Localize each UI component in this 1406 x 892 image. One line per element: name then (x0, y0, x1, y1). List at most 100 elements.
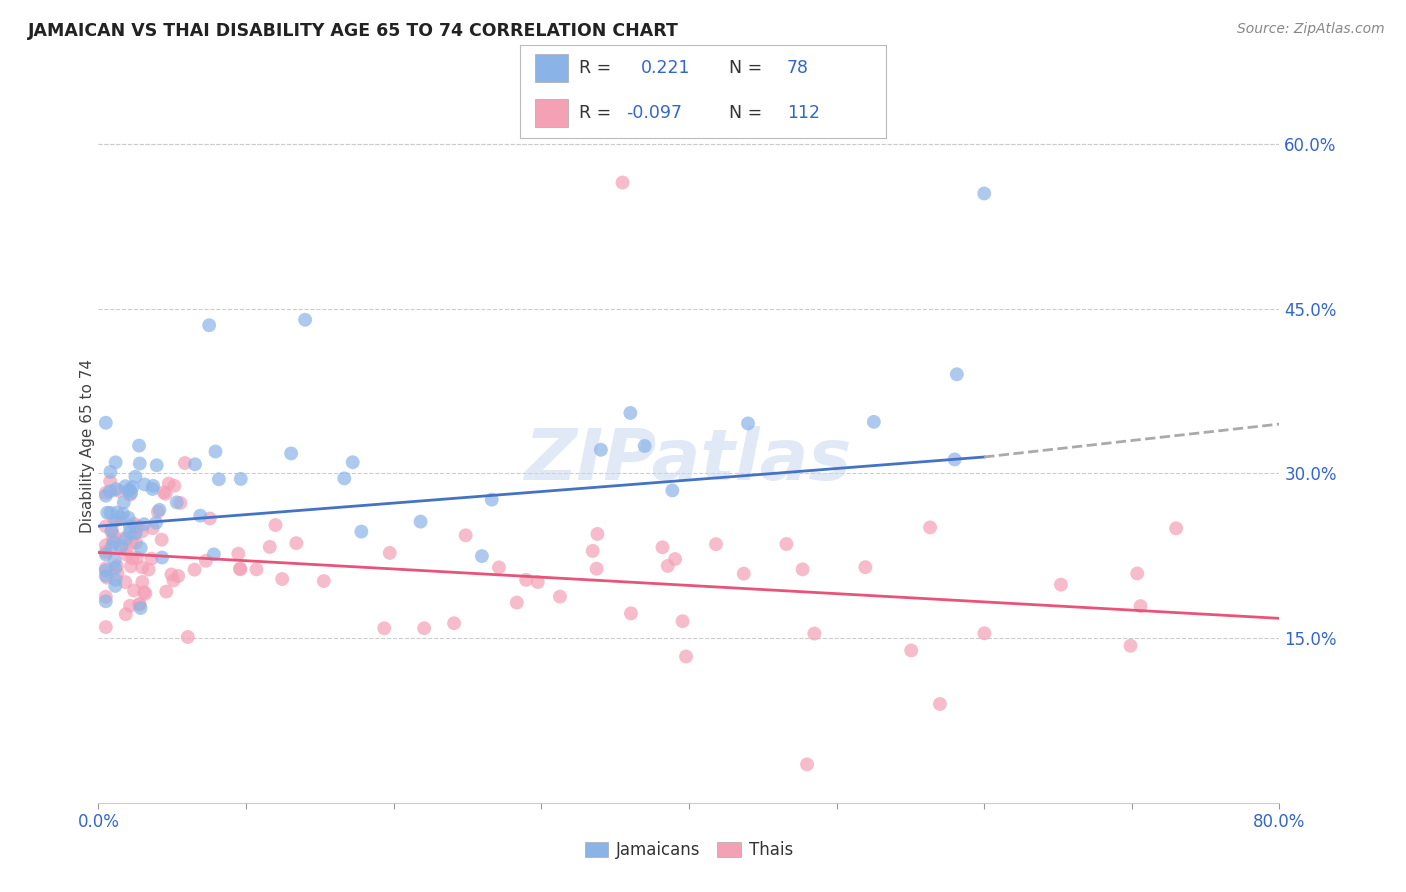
Point (775, 537, 797, 551)
Point (733, 566, 755, 581)
Bar (534, 99, 568, 127)
Point (152, 485, 174, 500)
Point (413, 621, 436, 635)
Point (150, 550, 173, 565)
Point (333, 471, 356, 485)
Point (150, 533, 173, 547)
Point (373, 621, 395, 635)
Point (103, 529, 125, 543)
Point (125, 535, 148, 549)
Point (129, 601, 152, 615)
Point (526, 575, 548, 590)
Point (157, 476, 180, 491)
Point (104, 573, 127, 587)
Text: JAMAICAN VS THAI DISABILITY AGE 65 TO 74 CORRELATION CHART: JAMAICAN VS THAI DISABILITY AGE 65 TO 74… (28, 22, 679, 40)
Point (167, 569, 190, 583)
Point (612, 176, 634, 190)
Point (94, 519, 117, 533)
Point (104, 554, 127, 568)
Point (117, 483, 139, 498)
Point (125, 550, 148, 565)
Point (111, 507, 134, 521)
Point (125, 525, 148, 540)
Point (117, 510, 139, 524)
Point (121, 551, 143, 566)
Point (114, 607, 136, 622)
Point (107, 566, 129, 581)
Text: 0.221: 0.221 (641, 59, 690, 77)
Point (973, 186, 995, 201)
Point (120, 486, 142, 500)
Point (129, 541, 152, 555)
Point (94, 486, 117, 500)
Point (226, 547, 249, 561)
Point (929, 697, 952, 711)
Point (145, 516, 167, 530)
Point (208, 472, 231, 486)
Point (173, 456, 195, 470)
Point (94, 489, 117, 503)
Point (229, 562, 252, 576)
Point (163, 479, 186, 493)
Point (104, 455, 127, 469)
Point (155, 584, 177, 599)
Text: 78: 78 (787, 59, 808, 77)
Point (675, 649, 697, 664)
Point (184, 457, 207, 471)
Point (124, 527, 146, 541)
Point (104, 561, 127, 575)
Point (634, 439, 657, 453)
Point (148, 503, 170, 517)
Point (98, 475, 121, 489)
Point (585, 562, 607, 576)
Point (619, 406, 641, 420)
Point (443, 616, 465, 631)
Text: R =: R = (579, 59, 612, 77)
Point (1129, 599, 1152, 614)
Point (110, 539, 132, 553)
Point (943, 452, 966, 467)
Point (506, 596, 529, 610)
Point (118, 488, 141, 502)
Point (103, 514, 125, 528)
Point (107, 483, 129, 498)
Text: R =: R = (579, 104, 612, 122)
Point (803, 626, 825, 640)
Point (146, 505, 169, 519)
Point (96, 571, 118, 585)
Point (183, 563, 205, 577)
Point (128, 597, 150, 611)
Point (94, 568, 117, 582)
Point (120, 599, 142, 613)
Point (946, 368, 969, 382)
Point (120, 534, 142, 549)
Point (131, 574, 153, 589)
Point (101, 524, 124, 538)
Point (96, 506, 118, 520)
Point (188, 508, 211, 523)
Point (481, 492, 503, 507)
Bar (534, 54, 568, 82)
Point (548, 590, 571, 604)
Text: N =: N = (728, 104, 762, 122)
Point (586, 527, 609, 541)
Point (105, 513, 128, 527)
Point (112, 531, 135, 545)
Point (100, 465, 122, 479)
Point (94, 538, 117, 552)
Point (285, 536, 308, 550)
Point (589, 442, 612, 457)
Point (259, 540, 281, 554)
Point (204, 444, 226, 458)
Point (101, 533, 124, 547)
Point (471, 549, 494, 563)
Point (229, 472, 252, 486)
Point (94, 548, 117, 562)
Point (132, 517, 155, 532)
Point (488, 560, 510, 574)
Point (134, 587, 156, 601)
Point (104, 579, 127, 593)
Point (94, 416, 117, 430)
Point (103, 535, 125, 549)
Point (245, 562, 267, 576)
